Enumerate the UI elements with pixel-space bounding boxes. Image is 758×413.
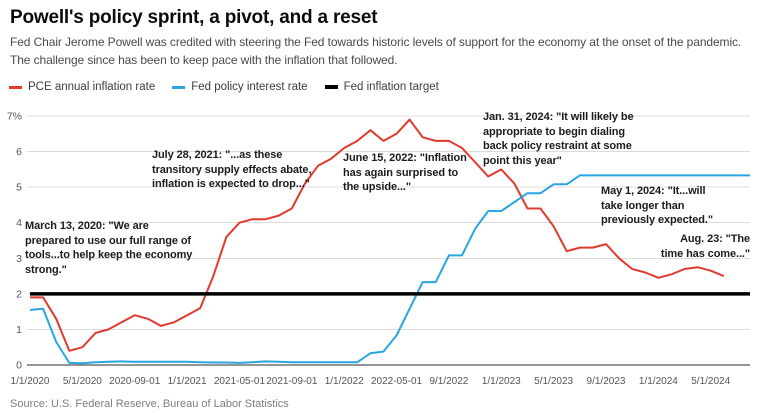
annotation-jan-2024: Jan. 31, 2024: "It will likely be approp…	[483, 111, 634, 167]
y-tick-label: 5	[16, 182, 22, 194]
x-tick-label: 2020-09-01	[109, 376, 161, 387]
x-tick-label: 2022-05-01	[371, 376, 423, 387]
y-tick-label: 7%	[7, 111, 22, 123]
chart-area: 0 1 2 3 4 5 6 7% 1/1/2020 5/1/2020 2020-09-01 1/1/2…	[0, 100, 758, 395]
fed-rate-line-swatch	[172, 85, 186, 89]
legend-label-fed-rate: Fed policy interest rate	[191, 81, 308, 93]
y-tick-label: 1	[16, 324, 22, 336]
legend-label-pce-inflation: PCE annual inflation rate	[28, 81, 156, 93]
annotation-may-2024: May 1, 2024: "It...will take longer than…	[601, 185, 713, 227]
x-tick-label: 5/1/2020	[63, 376, 102, 387]
x-tick-label: 1/1/2021	[168, 376, 207, 387]
y-tick-label: 6	[16, 146, 22, 158]
x-tick-label: 2021-09-01	[266, 376, 318, 387]
x-tick-label: 9/1/2023	[587, 376, 626, 387]
line-chart-canvas: 0 1 2 3 4 5 6 7% 1/1/2020 5/1/2020 2020-09-01 1/1/2…	[7, 111, 750, 387]
page-title: Powell's policy sprint, a pivot, and a r…	[10, 7, 378, 28]
x-tick-label: 5/1/2023	[534, 376, 573, 387]
annotation-aug-2024: Aug. 23: "The time has come..."	[660, 233, 750, 260]
annotation-june-2022: June 15, 2022: "Inflation has again surp…	[343, 152, 467, 194]
y-tick-label: 3	[16, 253, 22, 265]
legend-item-pce-inflation: PCE annual inflation rate	[9, 81, 155, 93]
y-tick-label: 0	[16, 360, 22, 372]
legend-item-fed-rate: Fed policy interest rate	[172, 81, 308, 93]
x-tick-label: 1/1/2022	[325, 376, 364, 387]
x-tick-label: 2021-05-01	[214, 376, 266, 387]
source-note: Source: U.S. Federal Reserve, Bureau of …	[10, 398, 289, 410]
annotation-july-2021: July 28, 2021: "...as these transitory s…	[152, 149, 312, 191]
pce-line-swatch	[9, 85, 22, 89]
fed-policy-rate-line	[29, 174, 750, 365]
x-tick-label: 1/1/2020	[11, 376, 50, 387]
x-tick-label: 1/1/2024	[639, 376, 678, 387]
y-tick-label: 2	[16, 288, 22, 300]
pce-inflation-line	[30, 118, 725, 352]
x-tick-label: 5/1/2024	[691, 376, 730, 387]
x-tick-label: 9/1/2022	[429, 376, 468, 387]
fed-target-line-swatch	[324, 85, 338, 89]
chart-subtitle: Fed Chair Jerome Powell was credited wit…	[10, 35, 742, 67]
legend-label-fed-target: Fed inflation target	[343, 81, 439, 93]
y-tick-label: 4	[16, 217, 22, 229]
x-tick-label: 1/1/2023	[482, 376, 521, 387]
legend-item-fed-target: Fed inflation target	[324, 81, 439, 93]
annotation-march-2020: March 13, 2020: "We are prepared to use …	[25, 220, 193, 276]
chart-legend: PCE annual inflation rate Fed policy int…	[9, 81, 439, 93]
